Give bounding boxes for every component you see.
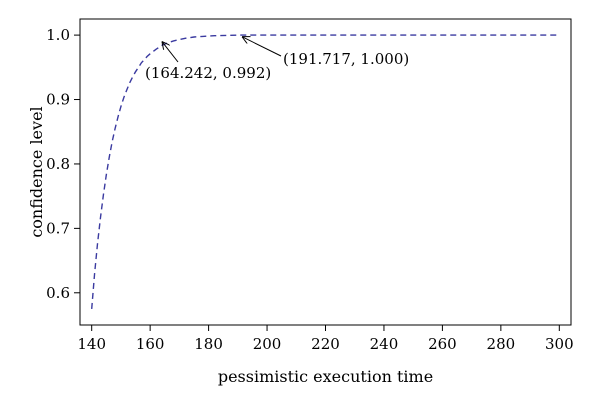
annotation-arrow (243, 37, 282, 57)
x-tick-label: 200 (253, 335, 282, 353)
y-axis-label: confidence level (27, 106, 46, 237)
y-tick-label: 1.0 (46, 26, 70, 44)
y-tick-label: 0.9 (46, 91, 70, 109)
x-axis: 140 160 180 200 220 240 260 280 300 (77, 325, 574, 353)
y-tick-label: 0.7 (46, 219, 70, 237)
confidence-curve (91, 34, 560, 309)
annotation-label: (191.717, 1.000) (283, 50, 409, 68)
x-tick-label: 140 (77, 335, 106, 353)
y-tick-label: 0.6 (46, 284, 70, 302)
x-tick-label: 160 (136, 335, 165, 353)
y-tick-label: 0.8 (46, 155, 70, 173)
annotations: (164.242, 0.992) (191.717, 1.000) (145, 37, 409, 82)
x-tick-label: 280 (487, 335, 516, 353)
annotation-arrow (163, 42, 179, 63)
x-tick-label: 260 (428, 335, 457, 353)
annotation-label: (164.242, 0.992) (145, 64, 271, 82)
y-axis: 0.6 0.7 0.8 0.9 1.0 (46, 26, 80, 302)
x-tick-label: 300 (545, 335, 574, 353)
x-axis-label: pessimistic execution time (218, 367, 433, 386)
x-tick-label: 180 (194, 335, 223, 353)
x-tick-label: 240 (370, 335, 399, 353)
x-tick-label: 220 (311, 335, 340, 353)
